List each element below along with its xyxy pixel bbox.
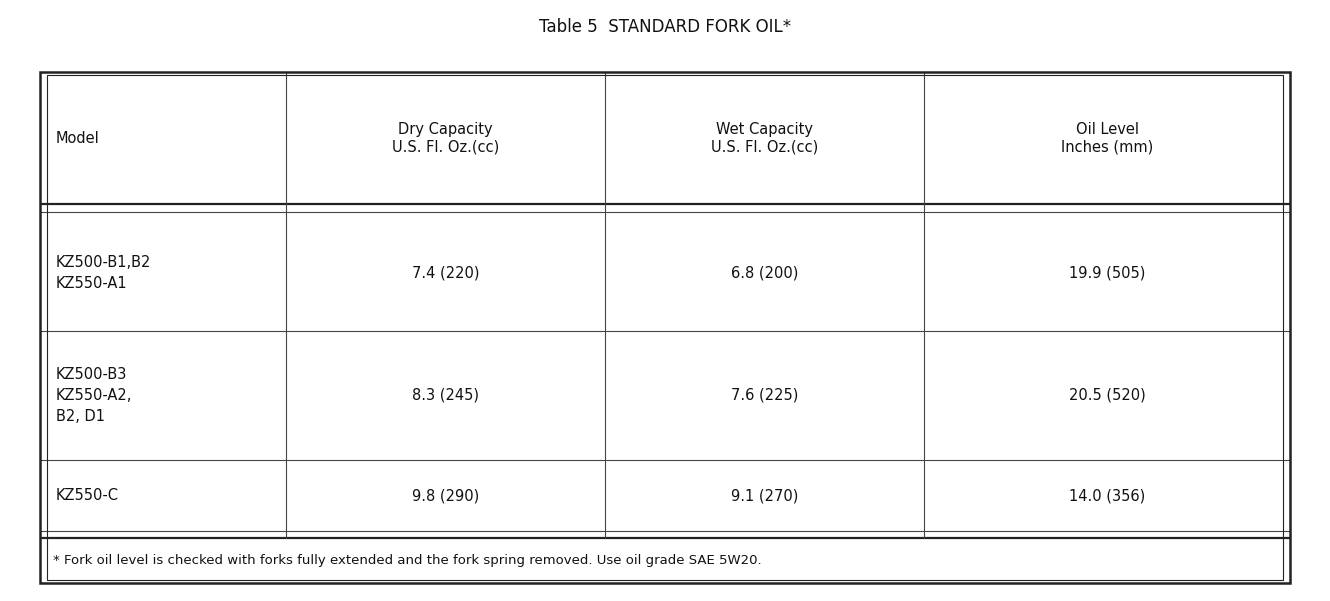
Text: 7.4 (220): 7.4 (220) (412, 266, 479, 281)
Text: Model: Model (56, 131, 100, 145)
Text: Wet Capacity
U.S. Fl. Oz.(cc): Wet Capacity U.S. Fl. Oz.(cc) (712, 122, 818, 154)
Text: 19.9 (505): 19.9 (505) (1069, 266, 1145, 281)
Text: KZ500-B3
KZ550-A2,
B2, D1: KZ500-B3 KZ550-A2, B2, D1 (56, 367, 132, 424)
Text: KZ550-C: KZ550-C (56, 489, 118, 503)
Text: Oil Level
Inches (mm): Oil Level Inches (mm) (1061, 122, 1153, 154)
Text: Table 5  STANDARD FORK OIL*: Table 5 STANDARD FORK OIL* (539, 18, 791, 36)
Text: 7.6 (225): 7.6 (225) (732, 388, 798, 403)
Text: 14.0 (356): 14.0 (356) (1069, 489, 1145, 503)
Text: KZ500-B1,B2
KZ550-A1: KZ500-B1,B2 KZ550-A1 (56, 255, 152, 291)
Text: Dry Capacity
U.S. Fl. Oz.(cc): Dry Capacity U.S. Fl. Oz.(cc) (392, 122, 499, 154)
Text: 8.3 (245): 8.3 (245) (412, 388, 479, 403)
Bar (47, 75, 1283, 580)
Text: 20.5 (520): 20.5 (520) (1069, 388, 1145, 403)
Bar (40, 72, 1290, 583)
Text: 9.1 (270): 9.1 (270) (732, 489, 798, 503)
Text: * Fork oil level is checked with forks fully extended and the fork spring remove: * Fork oil level is checked with forks f… (53, 554, 762, 567)
Text: 9.8 (290): 9.8 (290) (412, 489, 479, 503)
Text: 6.8 (200): 6.8 (200) (732, 266, 798, 281)
